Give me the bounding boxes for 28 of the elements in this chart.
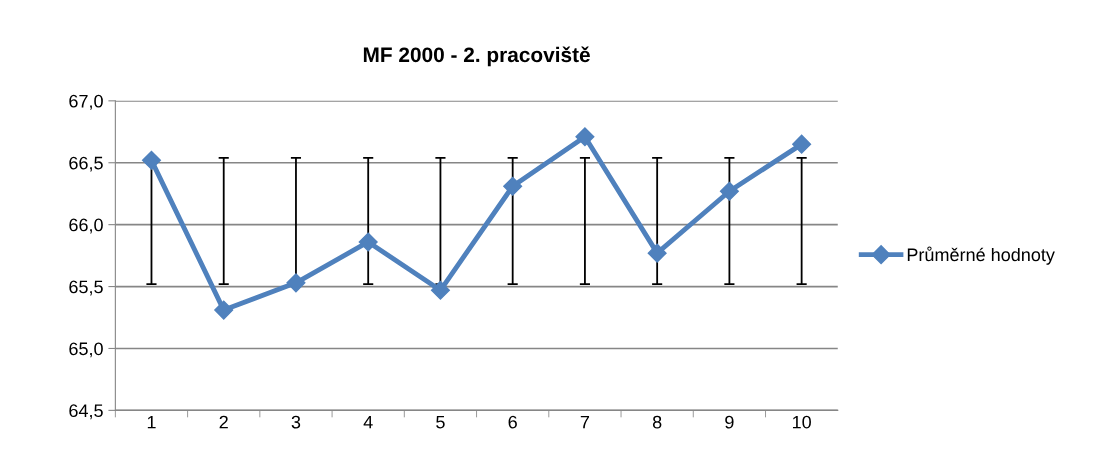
- point: [358, 232, 378, 252]
- legend-label: Průměrné hodnoty: [907, 246, 1055, 265]
- x-tick-label: 5: [436, 415, 445, 429]
- point: [430, 280, 450, 300]
- x-tick-label: 9: [725, 415, 734, 429]
- x-tick-label: 8: [652, 415, 662, 429]
- point: [503, 176, 523, 196]
- y-tick-label: 64,5: [69, 404, 103, 420]
- x-tick-label: 3: [291, 415, 301, 429]
- x-tick-label: 6: [508, 415, 517, 429]
- y-tick-label: 67,0: [69, 94, 103, 110]
- x-tick-label: 4: [363, 415, 373, 429]
- point: [214, 300, 234, 320]
- x-tick-label: 7: [580, 415, 590, 429]
- point: [575, 127, 595, 147]
- chart-title: MF 2000 - 2. pracoviště: [363, 46, 590, 67]
- point: [647, 243, 667, 263]
- point: [719, 181, 739, 201]
- x-tick-label: 2: [219, 415, 228, 429]
- y-tick-label: 65,0: [69, 342, 103, 358]
- point: [141, 150, 162, 170]
- y-tick-label: 65,5: [69, 280, 103, 296]
- point: [792, 134, 812, 154]
- y-tick-label: 66,5: [69, 156, 103, 172]
- x-tick-label: 10: [792, 415, 811, 429]
- x-tick-label: 1: [147, 415, 156, 429]
- y-tick-label: 66,0: [69, 218, 103, 234]
- point: [286, 273, 306, 293]
